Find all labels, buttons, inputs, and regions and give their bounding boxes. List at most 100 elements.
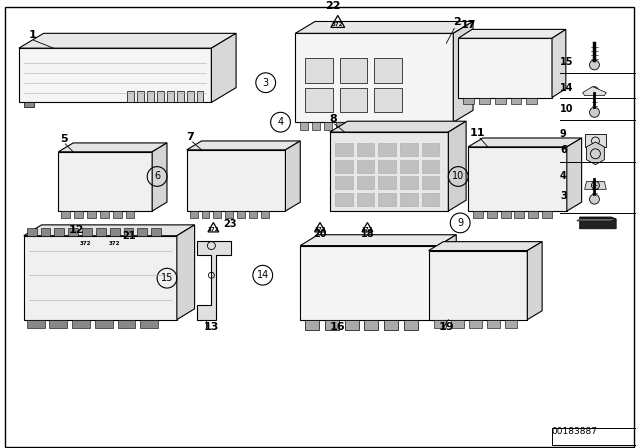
Text: 372: 372 xyxy=(79,241,91,246)
Text: 21: 21 xyxy=(122,231,136,241)
Polygon shape xyxy=(187,90,194,103)
Polygon shape xyxy=(527,241,542,320)
Text: 10: 10 xyxy=(560,104,573,114)
Polygon shape xyxy=(249,211,257,218)
Polygon shape xyxy=(213,211,221,218)
Polygon shape xyxy=(567,138,582,211)
Polygon shape xyxy=(378,193,396,206)
Polygon shape xyxy=(364,320,378,330)
Text: 8: 8 xyxy=(330,114,338,124)
Polygon shape xyxy=(324,122,332,130)
Text: 15: 15 xyxy=(161,273,173,283)
Polygon shape xyxy=(374,88,402,112)
Polygon shape xyxy=(356,159,374,172)
Polygon shape xyxy=(335,143,353,156)
Polygon shape xyxy=(356,177,374,190)
Text: 17: 17 xyxy=(460,21,476,30)
Polygon shape xyxy=(407,122,415,130)
Text: 3: 3 xyxy=(262,78,269,88)
Polygon shape xyxy=(335,177,353,190)
Polygon shape xyxy=(340,58,367,83)
Polygon shape xyxy=(27,228,36,236)
Polygon shape xyxy=(40,228,51,236)
Polygon shape xyxy=(422,143,440,156)
Polygon shape xyxy=(335,159,353,172)
Polygon shape xyxy=(384,320,398,330)
Polygon shape xyxy=(378,159,396,172)
Polygon shape xyxy=(125,211,134,218)
Polygon shape xyxy=(151,228,161,236)
Polygon shape xyxy=(325,320,339,330)
Polygon shape xyxy=(340,88,367,112)
Polygon shape xyxy=(422,159,440,172)
Polygon shape xyxy=(157,90,164,103)
Polygon shape xyxy=(295,22,473,33)
Polygon shape xyxy=(473,211,483,218)
Polygon shape xyxy=(49,320,67,327)
Polygon shape xyxy=(68,228,78,236)
Polygon shape xyxy=(468,147,567,211)
Polygon shape xyxy=(371,122,380,130)
Polygon shape xyxy=(336,122,344,130)
Polygon shape xyxy=(330,121,466,132)
Text: 372: 372 xyxy=(109,241,120,246)
Polygon shape xyxy=(113,211,122,218)
Polygon shape xyxy=(463,98,474,104)
Polygon shape xyxy=(187,141,300,150)
Polygon shape xyxy=(500,211,511,218)
Polygon shape xyxy=(167,90,174,103)
Text: 7: 7 xyxy=(187,132,195,142)
Polygon shape xyxy=(458,38,552,98)
Circle shape xyxy=(591,86,598,95)
Polygon shape xyxy=(189,211,198,218)
Text: 9: 9 xyxy=(457,218,463,228)
Polygon shape xyxy=(127,90,134,103)
Text: 5: 5 xyxy=(60,134,68,144)
Polygon shape xyxy=(449,121,466,211)
Polygon shape xyxy=(348,122,356,130)
Polygon shape xyxy=(504,320,518,327)
Polygon shape xyxy=(487,320,500,327)
Polygon shape xyxy=(587,142,604,165)
Polygon shape xyxy=(27,320,45,327)
Polygon shape xyxy=(300,122,308,130)
Polygon shape xyxy=(124,228,133,236)
Text: 6: 6 xyxy=(154,172,160,181)
Polygon shape xyxy=(487,211,497,218)
Polygon shape xyxy=(225,211,233,218)
Text: 20: 20 xyxy=(313,229,326,239)
Polygon shape xyxy=(82,228,92,236)
Circle shape xyxy=(589,108,600,117)
Polygon shape xyxy=(54,228,64,236)
Polygon shape xyxy=(468,138,582,147)
Text: 18: 18 xyxy=(360,229,374,239)
Text: 14: 14 xyxy=(560,82,573,93)
Polygon shape xyxy=(374,58,402,83)
Text: 10: 10 xyxy=(452,172,465,181)
Polygon shape xyxy=(584,181,606,190)
Polygon shape xyxy=(577,219,616,221)
Polygon shape xyxy=(511,98,522,104)
Text: 6: 6 xyxy=(560,145,566,155)
Polygon shape xyxy=(429,241,542,250)
Polygon shape xyxy=(109,228,120,236)
Text: 372: 372 xyxy=(362,227,373,232)
Text: 00183887: 00183887 xyxy=(552,427,598,436)
Polygon shape xyxy=(72,320,90,327)
Polygon shape xyxy=(458,30,566,38)
Text: 9: 9 xyxy=(560,129,566,139)
Polygon shape xyxy=(433,320,446,327)
Polygon shape xyxy=(260,211,269,218)
Polygon shape xyxy=(400,193,418,206)
Polygon shape xyxy=(451,320,464,327)
Polygon shape xyxy=(312,122,320,130)
Polygon shape xyxy=(469,320,482,327)
Polygon shape xyxy=(330,132,449,211)
Polygon shape xyxy=(138,90,144,103)
Polygon shape xyxy=(395,122,403,130)
Polygon shape xyxy=(140,320,158,327)
Polygon shape xyxy=(87,211,96,218)
Polygon shape xyxy=(305,320,319,330)
Polygon shape xyxy=(356,143,374,156)
Polygon shape xyxy=(211,33,236,103)
